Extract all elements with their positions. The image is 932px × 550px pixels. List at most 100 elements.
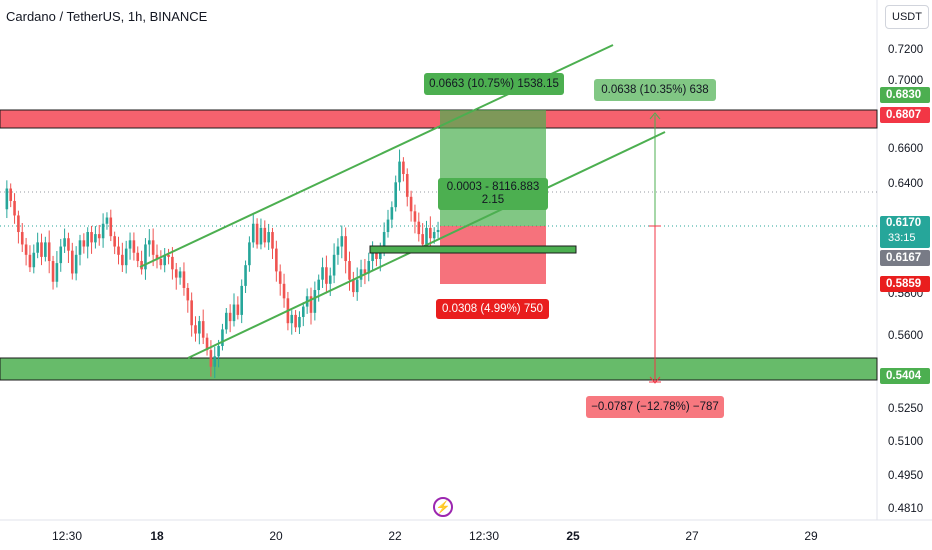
candle-body	[97, 234, 101, 239]
candle-body	[251, 223, 255, 243]
time-tick: 20	[269, 529, 283, 543]
candle-body	[90, 232, 93, 243]
stop-label[interactable]: 0.0308 (4.99%) 750	[436, 299, 549, 319]
candle-body	[375, 252, 378, 259]
drop-label[interactable]: −0.0787 (−12.78%) −787	[586, 396, 724, 418]
candle-body	[198, 321, 201, 334]
candle-body	[74, 254, 78, 274]
candle-body	[113, 236, 116, 247]
candle-body	[167, 254, 170, 257]
candle-body	[394, 182, 397, 208]
candle-body	[267, 232, 270, 243]
candle-body	[24, 244, 28, 255]
candle-body	[348, 261, 351, 280]
candle-body	[355, 279, 359, 293]
candle-body	[390, 207, 394, 220]
candle-body	[44, 242, 47, 257]
position-stop-area[interactable]	[440, 226, 546, 284]
candle-body	[436, 229, 440, 233]
price-tag-upper-zone: 0.6807	[880, 107, 930, 123]
price-tag-countdown: 33:15	[888, 232, 916, 244]
price-tag-upper-resistance: 0.6830	[880, 87, 930, 103]
price-tag-current-price: 0.6170	[886, 217, 922, 229]
candle-body	[421, 234, 424, 245]
candle-body	[309, 296, 313, 313]
candle-body	[382, 232, 386, 251]
candle-body	[55, 263, 59, 282]
candle-body	[36, 242, 39, 253]
candle-body	[5, 188, 9, 210]
lightning-icon[interactable]: ⚡	[433, 497, 453, 517]
candle-body	[20, 232, 24, 245]
candle-body	[28, 254, 32, 268]
candle-body	[340, 236, 344, 247]
candle-body	[352, 279, 355, 293]
candle-body	[371, 252, 374, 262]
candle-body	[332, 254, 336, 276]
price-tick: 0.7200	[888, 44, 924, 56]
candle-body	[17, 215, 20, 233]
candle-body	[117, 246, 120, 255]
candle-body	[136, 252, 140, 262]
time-tick: 27	[685, 529, 699, 543]
candle-body	[213, 356, 217, 367]
candle-body	[194, 325, 197, 334]
candle-body	[386, 219, 390, 233]
price-tick: 0.7000	[888, 75, 924, 87]
candle-body	[159, 258, 163, 266]
candle-body	[67, 238, 70, 251]
candle-body	[302, 306, 305, 317]
candle-body	[409, 196, 413, 212]
candle-body	[432, 232, 436, 239]
candle-body	[232, 304, 236, 322]
time-tick: 22	[388, 529, 402, 543]
candle-body	[132, 240, 136, 253]
candle-body	[294, 314, 297, 328]
candle-body	[101, 223, 105, 239]
candle-body	[263, 227, 267, 243]
candle-body	[47, 242, 51, 262]
candle-body	[209, 350, 213, 367]
price-tick: 0.4950	[888, 470, 924, 482]
candle-body	[325, 267, 328, 284]
candle-body	[51, 261, 55, 282]
currency-button[interactable]: USDT	[885, 5, 929, 29]
candle-body	[282, 283, 286, 299]
candle-body	[321, 267, 324, 280]
chart-title: Cardano / TetherUS, 1h, BINANCE	[6, 9, 208, 24]
candle-body	[313, 290, 317, 313]
candle-body	[86, 232, 89, 247]
resistance-zone[interactable]	[0, 109, 878, 129]
range-top-arrow	[649, 112, 661, 120]
range-label[interactable]: 0.0638 (10.35%) 638	[594, 79, 716, 101]
candle-body	[155, 254, 159, 259]
price-tick: 0.5250	[888, 403, 924, 415]
candle-body	[225, 312, 228, 330]
candle-body	[121, 254, 124, 266]
candle-body	[171, 256, 174, 270]
candle-body	[317, 279, 320, 291]
candle-body	[402, 161, 405, 175]
candle-body	[217, 345, 220, 357]
position-label-line1: 0.0003 - 8116.883	[446, 181, 540, 193]
entry-zone-bar[interactable]	[369, 245, 577, 254]
candle-body	[405, 174, 409, 197]
candle-body	[240, 285, 243, 315]
target-label[interactable]: 0.0663 (10.75%) 1538.15	[424, 73, 564, 95]
candle-body	[363, 269, 367, 274]
candle-body	[13, 200, 16, 216]
candle-body	[259, 227, 263, 245]
candle-body	[78, 240, 82, 255]
position-label-line2: 2.15	[481, 194, 505, 206]
candle-body	[190, 300, 193, 326]
candle-body	[32, 252, 36, 268]
support-zone[interactable]	[0, 357, 878, 381]
price-tag-last-close: 0.6167	[880, 250, 930, 266]
candle-body	[425, 227, 428, 245]
candle-body	[186, 287, 190, 301]
time-tick: 12:30	[468, 529, 500, 543]
range-bottom-arrow	[649, 376, 661, 384]
price-tag-lower-zone: 0.5404	[880, 368, 930, 384]
channel-lower-line[interactable]	[187, 131, 666, 359]
position-label[interactable]: 0.0003 - 8116.883 2.15	[438, 178, 548, 210]
